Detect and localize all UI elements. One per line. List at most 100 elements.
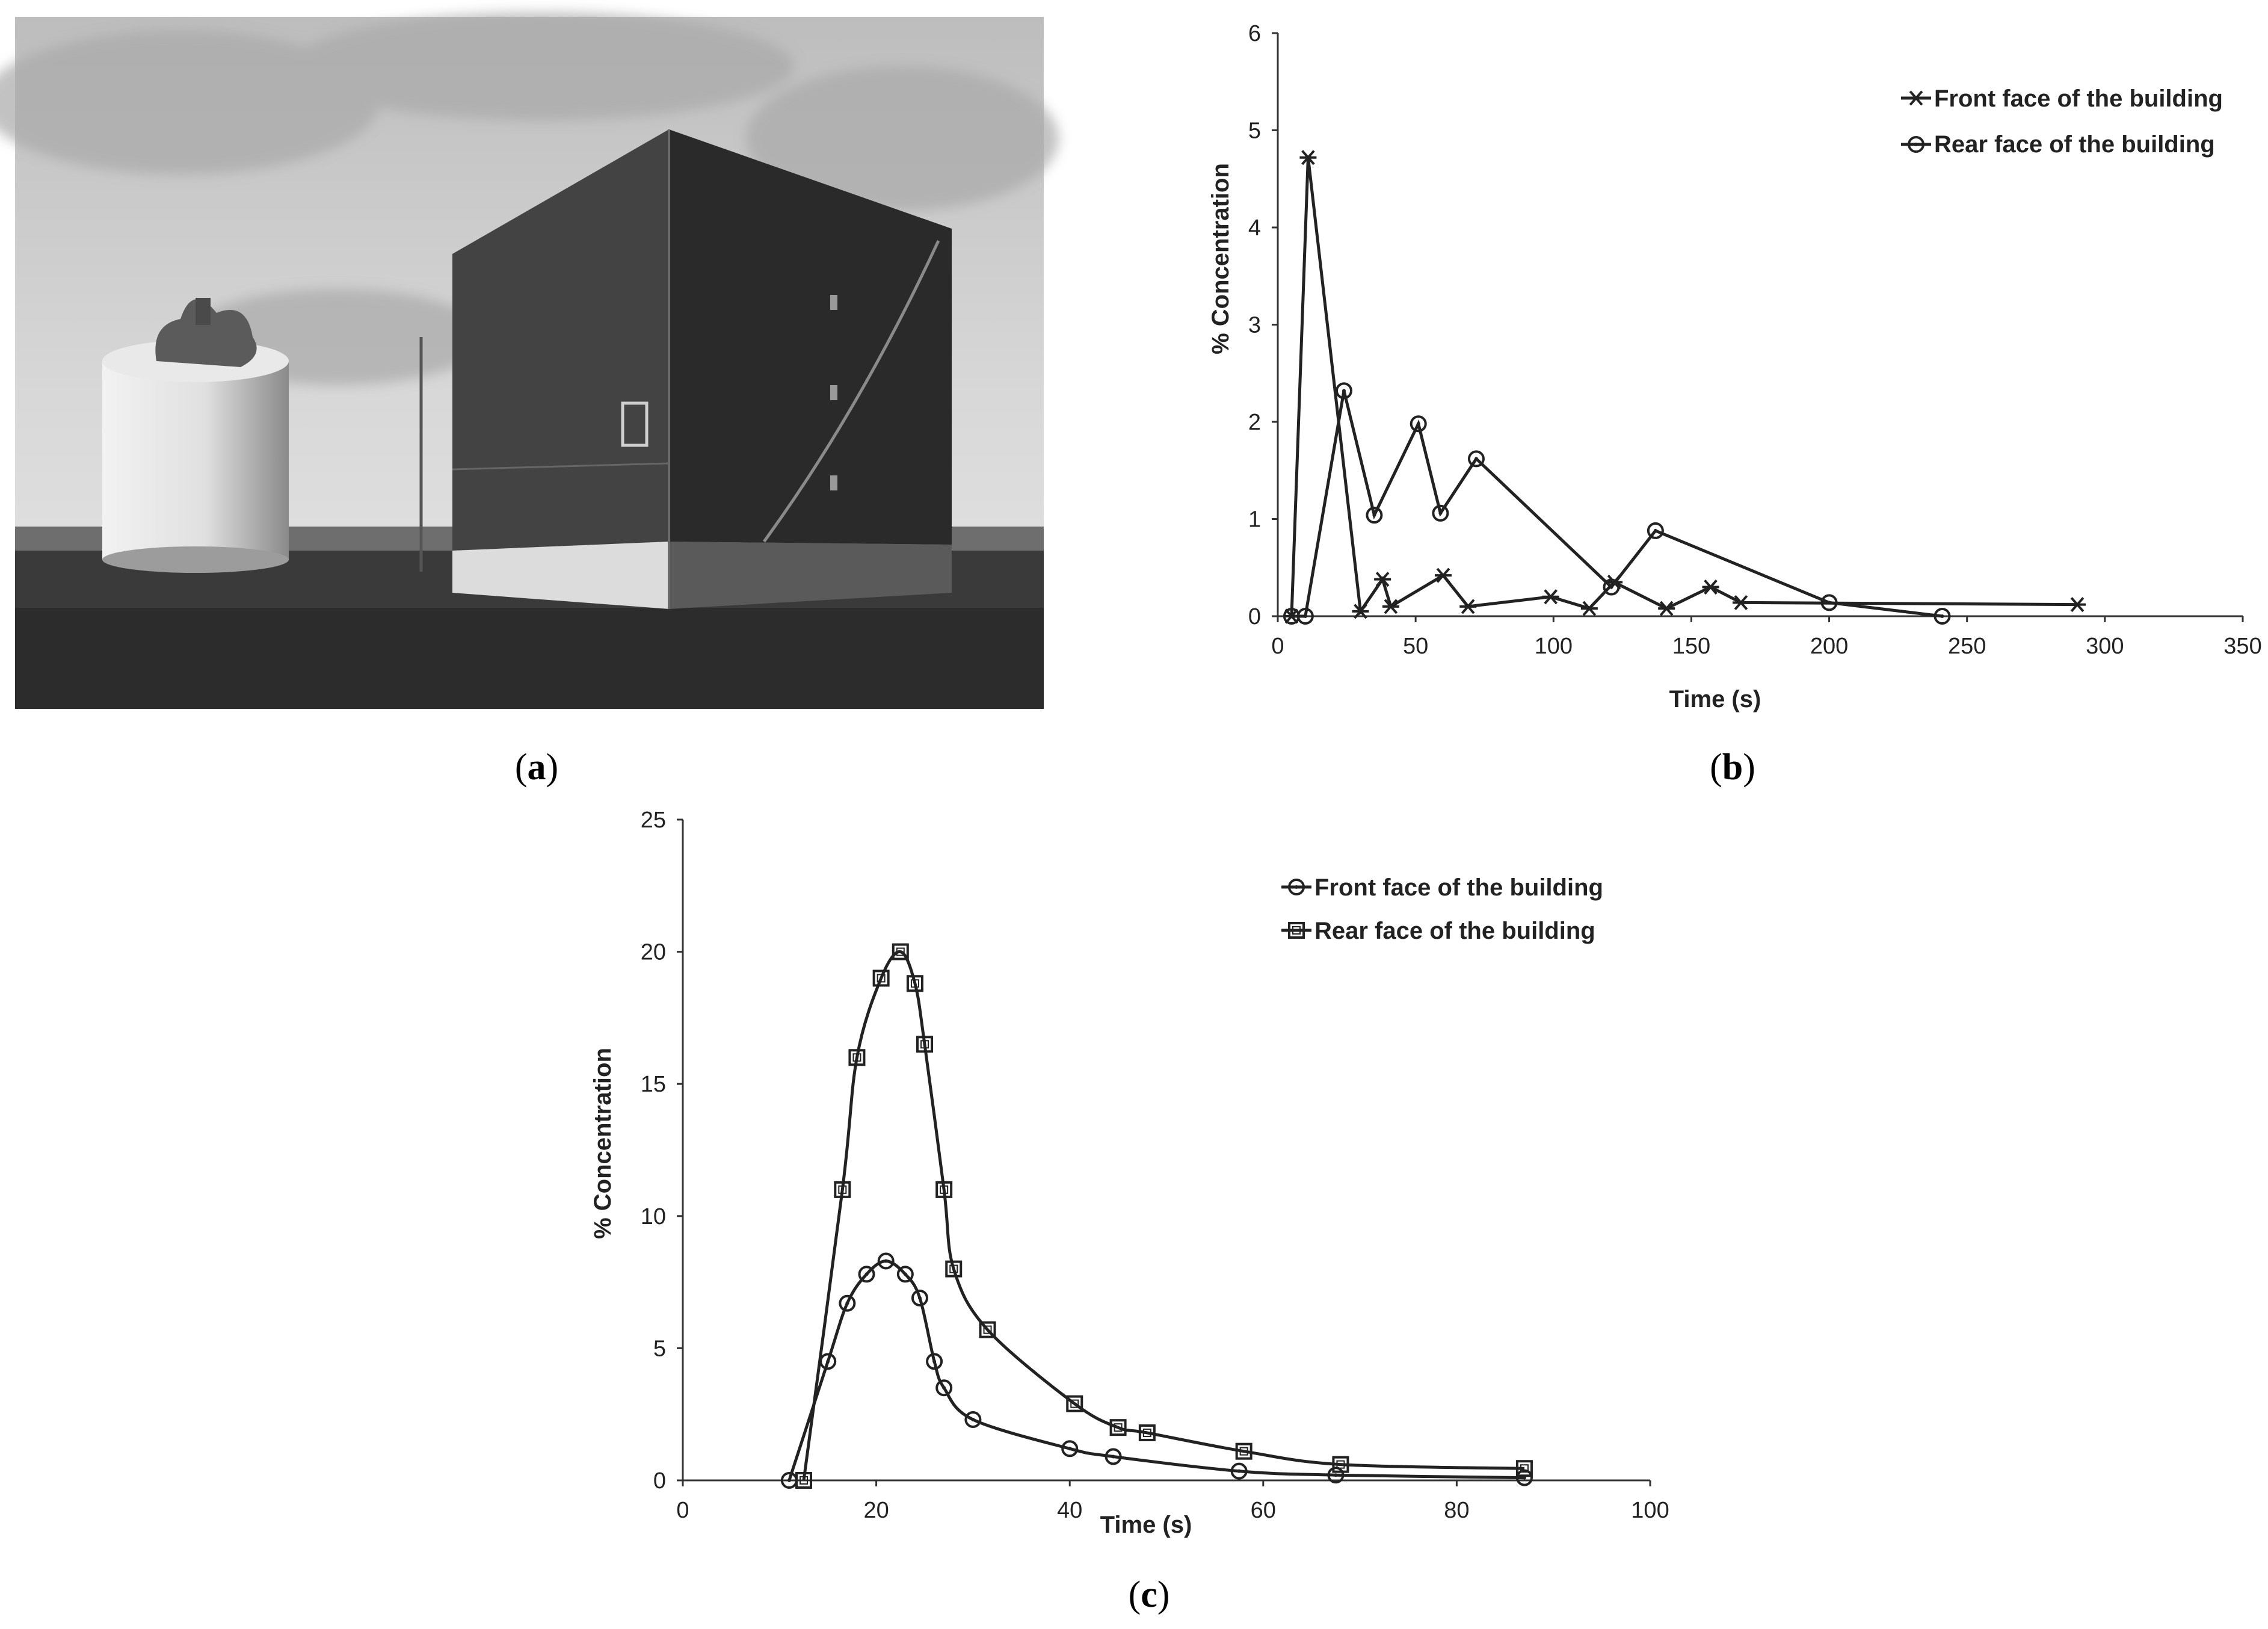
data-point [1934,608,1951,625]
data-point [1410,415,1427,433]
chart-b-y-axis-title: % Concentration [1207,163,1234,354]
data-point [1066,1395,1083,1412]
chart-b-x-axis-title: Time (s) [1669,686,1761,712]
data-point [1702,580,1719,595]
data-point [896,1266,914,1283]
panel-b-label: (b) [1710,747,1755,788]
data-point [795,1472,812,1489]
x-tick-label: 50 [1403,634,1428,659]
data-point [1459,599,1477,614]
data-point [892,943,909,960]
legend-label-front-face: Front face of the building [1934,85,2223,112]
data-point [858,1266,875,1283]
photo-building [452,129,952,609]
data-point [2069,597,2086,613]
data-point [935,1181,953,1198]
data-point [916,1036,933,1053]
series-line [802,950,1525,1481]
y-tick-label: 1 [1248,507,1261,533]
x-tick-label: 80 [1444,1498,1469,1523]
legend-marker [1288,879,1305,895]
x-tick-label: 0 [1271,634,1284,659]
y-tick-label: 5 [653,1336,666,1361]
photo-ground-dark [15,608,1044,709]
data-point [1352,604,1369,619]
legend-entry-front-face [1281,879,1311,895]
data-point [1230,1462,1248,1480]
data-point [1658,601,1675,616]
series-front-face [1283,150,2086,624]
panel-c-label: (c) [1129,1574,1170,1615]
data-point [979,1321,996,1338]
data-point [1332,1456,1349,1473]
data-point [1603,578,1620,596]
data-point [1335,382,1352,400]
chart-b: 0 50 100 150 200 250 300 350 0 1 2 3 4 5 6 Time (s) % … [1207,21,2262,712]
x-tick-label: 350 [2223,634,2261,659]
chart-b-tick-labels: 0 50 100 150 200 250 300 350 0 1 2 3 4 5 6 [1248,21,2262,659]
panel-a-label: (a) [515,747,558,788]
y-tick-label: 15 [641,1072,666,1097]
photo-clouds [0,12,1059,385]
chart-b-series [1283,150,2086,625]
data-point [945,1260,963,1278]
data-point [1299,150,1317,165]
legend-label-front-face: Front face of the building [1314,874,1603,901]
data-point [1647,522,1664,539]
data-point [906,975,923,992]
data-point [1061,1440,1079,1457]
data-point [1374,572,1391,587]
data-point [877,1252,895,1270]
legend-entry-front-face [1901,90,1931,106]
series-line [1290,157,2078,617]
chart-c: 0 20 40 60 80 100 0 5 10 15 20 25 Time (s) % Concen… [590,808,1669,1538]
chart-b-axes [1272,32,2244,622]
chart-c-y-axis-title: % Concentration [590,1048,616,1239]
legend-entry-rear-face [1281,922,1311,939]
legend-marker [1288,922,1305,939]
chart-c-axes [677,818,1651,1486]
data-point [1105,1448,1122,1465]
data-point [911,1289,928,1306]
data-point [926,1353,943,1370]
y-tick-label: 6 [1248,21,1261,46]
data-point [1580,601,1598,616]
chart-c-x-axis-title: Time (s) [1100,1512,1192,1538]
x-tick-label: 300 [2086,634,2124,659]
y-tick-label: 2 [1248,410,1261,435]
y-tick-label: 0 [653,1468,666,1494]
x-tick-label: 200 [1810,634,1848,659]
data-point [1434,567,1452,583]
series-line [787,1259,1524,1481]
legend-marker [1908,136,1924,153]
data-point [1235,1442,1253,1460]
chart-c-series [780,943,1533,1489]
chart-c-tick-labels: 0 20 40 60 80 100 0 5 10 15 20 25 [641,808,1669,1523]
y-tick-label: 25 [641,808,666,833]
x-tick-label: 40 [1057,1498,1082,1523]
y-tick-label: 20 [641,940,666,965]
series-front-face [780,1252,1533,1489]
chart-b-legend: Front face of the building Rear face of … [1901,85,2223,158]
series-rear-face [795,943,1533,1489]
data-point [964,1411,982,1428]
legend-marker [1908,90,1924,106]
photo-tank [102,298,289,573]
data-point [1109,1419,1127,1436]
data-point [1366,507,1383,524]
legend-label-rear-face: Rear face of the building [1314,918,1595,944]
data-point [1296,608,1314,625]
y-tick-label: 10 [641,1204,666,1229]
legend-label-rear-face: Rear face of the building [1934,131,2215,158]
panel-a-photo [0,12,1059,709]
y-tick-label: 5 [1248,119,1261,144]
x-tick-label: 100 [1535,634,1573,659]
data-point [848,1049,866,1066]
series-rear-face [1283,382,1951,625]
x-tick-label: 20 [863,1498,889,1523]
data-point [839,1294,856,1312]
chart-c-legend: Front face of the building Rear face of … [1281,874,1603,944]
x-tick-label: 0 [676,1498,689,1523]
x-tick-label: 150 [1672,634,1710,659]
